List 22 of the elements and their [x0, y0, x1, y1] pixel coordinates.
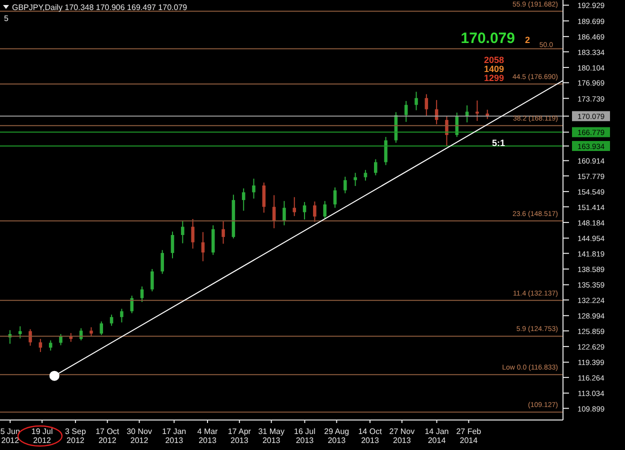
x-tick-label: 14 Oct 2013	[358, 427, 383, 445]
x-tick-label: 27 Feb 2014	[456, 427, 482, 445]
x-tick-label: 17 Oct 2012	[96, 427, 120, 445]
text: 5	[4, 14, 9, 23]
annotation: 1409	[484, 64, 504, 74]
chart-title: GBPJPY,Daily 170.348 170.906 169.497 170.079	[12, 3, 188, 12]
annotation: 2	[524, 35, 530, 45]
annotation: 5:1	[492, 138, 505, 148]
x-tick-label: 17 Jan 2013	[162, 427, 186, 445]
x-tick-label: 16 Jul 2013	[294, 427, 316, 445]
x-tick-label: 29 Aug 2013	[324, 427, 350, 445]
x-tick-label: 30 Nov 2012	[126, 427, 152, 445]
x-tick-label: 19 Jul 2012	[31, 427, 53, 445]
x-tick-label: 31 May 2013	[258, 427, 284, 445]
annotation: 1299	[484, 73, 504, 83]
x-tick-label: 27 Nov 2013	[389, 427, 415, 445]
annotation: 2058	[484, 55, 504, 65]
x-tick-label: 14 Jan 2014	[424, 427, 449, 445]
annotation: 170.079	[460, 30, 515, 47]
x-tick-label: 3 Sep 2012	[65, 427, 86, 445]
x-tick-label: 17 Apr 2013	[228, 427, 252, 445]
x-tick-label: 4 Mar 2013	[197, 427, 218, 445]
